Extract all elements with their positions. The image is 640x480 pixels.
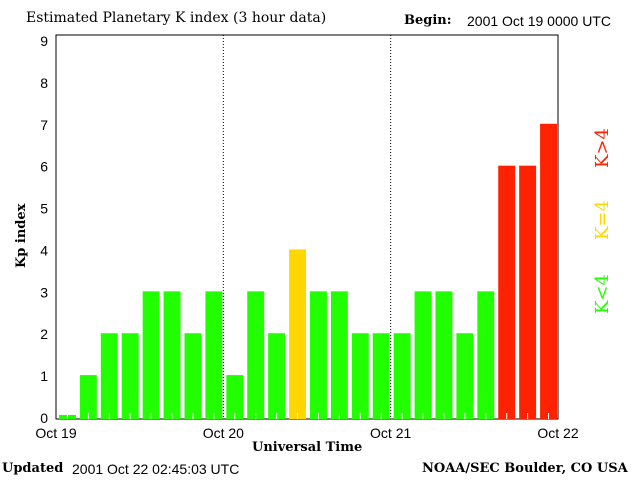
y-tick-label: 5 bbox=[40, 201, 48, 217]
kp-bar bbox=[163, 291, 181, 419]
kp-bar bbox=[435, 291, 453, 419]
y-tick-label: 6 bbox=[40, 159, 48, 175]
legend-equal: K=4 bbox=[592, 200, 613, 240]
kp-bar bbox=[351, 333, 369, 419]
x-axis-label: Universal Time bbox=[252, 440, 363, 455]
kp-bar bbox=[456, 333, 474, 419]
chart-title: Estimated Planetary K index (3 hour data… bbox=[26, 10, 327, 26]
kp-bar bbox=[100, 333, 118, 419]
kp-bar bbox=[121, 333, 139, 419]
y-tick-label: 4 bbox=[40, 242, 48, 258]
kp-bar bbox=[477, 291, 495, 419]
x-tick-label: Oct 19 bbox=[35, 425, 76, 441]
updated-label: Updated bbox=[2, 461, 64, 476]
y-tick-label: 8 bbox=[40, 75, 48, 91]
source-credit: NOAA/SEC Boulder, CO USA bbox=[422, 461, 628, 476]
kp-bar bbox=[414, 291, 432, 419]
kp-bar bbox=[330, 291, 348, 419]
y-tick-label: 9 bbox=[40, 33, 48, 49]
kp-bar bbox=[142, 291, 160, 419]
y-tick-label: 3 bbox=[40, 284, 48, 300]
y-tick-label: 1 bbox=[40, 368, 48, 384]
begin-value: 2001 Oct 19 0000 UTC bbox=[467, 13, 611, 29]
y-tick-label: 7 bbox=[40, 117, 48, 133]
legend-high: K>4 bbox=[592, 128, 613, 168]
y-tick-label: 0 bbox=[40, 410, 48, 426]
y-tick-label: 2 bbox=[40, 326, 48, 342]
kp-bar bbox=[519, 165, 537, 419]
kp-bar bbox=[268, 333, 286, 419]
x-tick-label: Oct 21 bbox=[370, 425, 411, 441]
kp-bar bbox=[372, 333, 390, 419]
legend-low: K<4 bbox=[592, 274, 613, 314]
kp-bar bbox=[540, 123, 557, 420]
kp-bar bbox=[247, 291, 265, 419]
begin-label: Begin: bbox=[404, 13, 452, 28]
kp-bar bbox=[498, 165, 516, 419]
kp-bar bbox=[184, 333, 202, 419]
y-axis-label: Kp index bbox=[14, 203, 29, 268]
kp-bar bbox=[393, 333, 411, 419]
kp-bar bbox=[289, 249, 306, 419]
kp-bar bbox=[79, 375, 97, 419]
x-tick-label: Oct 22 bbox=[537, 425, 578, 441]
kp-bar bbox=[310, 291, 327, 419]
x-tick-label: Oct 20 bbox=[203, 425, 244, 441]
plot-frame bbox=[55, 34, 559, 420]
kp-bar bbox=[205, 291, 223, 419]
updated-value: 2001 Oct 22 02:45:03 UTC bbox=[72, 461, 240, 477]
kp-bar bbox=[226, 375, 244, 419]
